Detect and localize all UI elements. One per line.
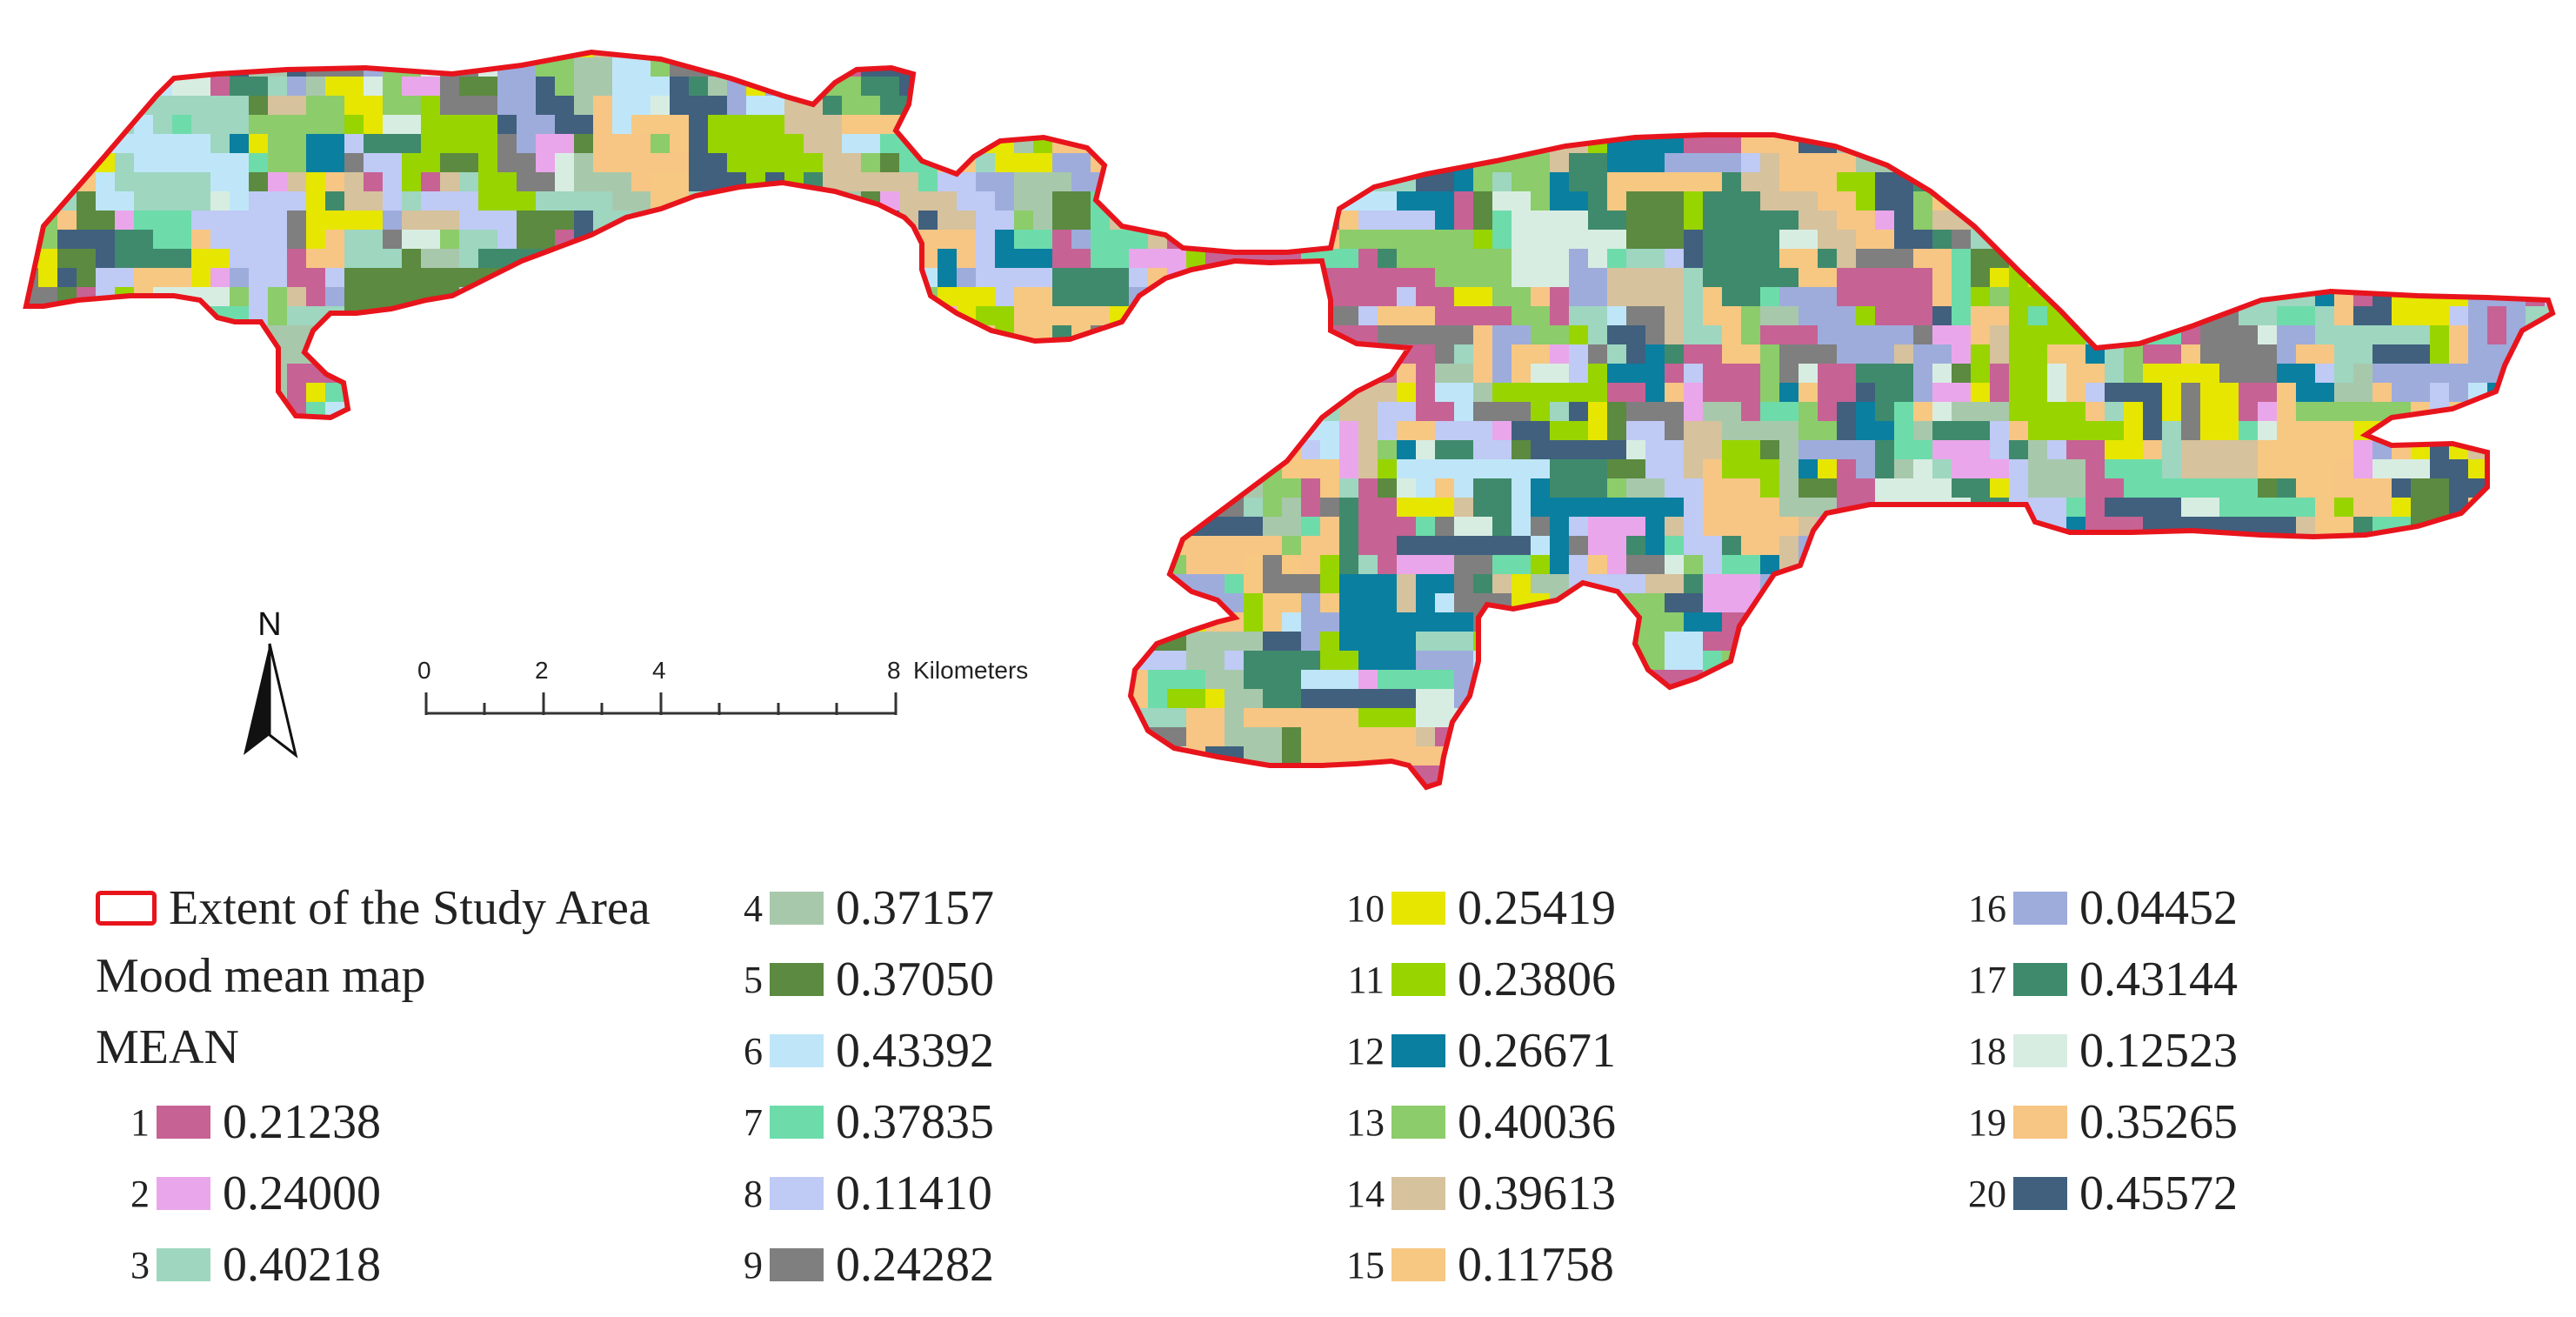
legend-class-id: 17 (1968, 958, 2006, 1001)
legend-class-20: 20 0.45572 (1952, 1166, 2238, 1221)
legend-class-10: 10 0.25419 (1331, 880, 1616, 936)
legend-class-17: 17 0.43144 (1952, 952, 2238, 1007)
legend-class-id: 8 (744, 1172, 763, 1215)
legend-class-id: 20 (1968, 1172, 2006, 1215)
legend-class-13: 13 0.40036 (1331, 1094, 1616, 1150)
legend-extent: Extent of the Study Area (96, 880, 651, 936)
legend-class-id: 15 (1346, 1243, 1385, 1287)
legend-class-value: 0.25419 (1458, 881, 1616, 935)
legend-class-id: 4 (744, 886, 763, 930)
legend-class-12: 12 0.26671 (1331, 1023, 1616, 1079)
legend-class-4: 4 0.37157 (709, 880, 994, 936)
extent-swatch-icon (96, 891, 157, 926)
legend-class-id: 5 (744, 958, 763, 1001)
scale-tick-2: 2 (535, 657, 549, 684)
legend-class-id: 9 (744, 1243, 763, 1287)
legend-swatch (770, 963, 824, 996)
legend-class-value: 0.39613 (1458, 1167, 1616, 1220)
legend-class-value: 0.37835 (836, 1095, 994, 1149)
legend-class-6: 6 0.43392 (709, 1023, 994, 1079)
legend-swatch (770, 1248, 824, 1281)
legend-class-2: 2 0.24000 (96, 1166, 381, 1221)
scale-tick-8: 8 (887, 657, 901, 684)
legend-class-value: 0.21238 (223, 1095, 381, 1149)
legend-class-value: 0.11758 (1458, 1238, 1614, 1292)
legend-swatch (2013, 1177, 2067, 1210)
legend-class-18: 18 0.12523 (1952, 1023, 2238, 1079)
legend-class-id: 13 (1346, 1100, 1385, 1144)
legend-class-value: 0.37050 (836, 953, 994, 1006)
legend-class-value: 0.43144 (2079, 953, 2238, 1006)
legend-class-9: 9 0.24282 (709, 1237, 994, 1293)
legend-class-id: 6 (744, 1029, 763, 1073)
legend-class-15: 15 0.11758 (1331, 1237, 1614, 1293)
north-label: N (257, 606, 281, 643)
legend-class-id: 7 (744, 1100, 763, 1144)
legend-swatch (2013, 1106, 2067, 1139)
legend-class-id: 11 (1347, 958, 1385, 1001)
scale-tick-0: 0 (417, 657, 431, 684)
legend-class-16: 16 0.04452 (1952, 880, 2238, 936)
legend-swatch (157, 1248, 210, 1281)
legend-class-value: 0.24000 (223, 1167, 381, 1220)
legend-class-19: 19 0.35265 (1952, 1094, 2238, 1150)
legend-class-id: 12 (1346, 1029, 1385, 1073)
legend-class-id: 19 (1968, 1100, 2006, 1144)
legend-class-14: 14 0.39613 (1331, 1166, 1616, 1221)
legend-swatch (2013, 963, 2067, 996)
legend-swatch (770, 1177, 824, 1210)
mosaic-pixels (26, 52, 2553, 787)
legend-swatch (1391, 963, 1445, 996)
legend-class-id: 2 (130, 1172, 150, 1215)
legend-class-value: 0.45572 (2079, 1167, 2238, 1220)
scale-tick-4: 4 (652, 657, 666, 684)
legend-swatch (157, 1106, 210, 1139)
legend-swatch (1391, 892, 1445, 925)
legend-class-value: 0.40036 (1458, 1095, 1616, 1149)
legend-class-11: 11 0.23806 (1331, 952, 1616, 1007)
legend-swatch (770, 1106, 824, 1139)
scale-unit: Kilometers (913, 657, 1029, 684)
legend-class-value: 0.23806 (1458, 953, 1616, 1006)
legend-class-5: 5 0.37050 (709, 952, 994, 1007)
legend-class-id: 10 (1346, 886, 1385, 930)
legend-class-8: 8 0.11410 (709, 1166, 992, 1221)
legend-class-id: 3 (130, 1243, 150, 1287)
legend-swatch (1391, 1177, 1445, 1210)
legend-class-value: 0.35265 (2079, 1095, 2238, 1149)
legend-class-value: 0.26671 (1458, 1024, 1616, 1078)
legend-class-id: 1 (130, 1100, 150, 1144)
legend-swatch (1391, 1034, 1445, 1067)
legend-map-title: Mood mean map (96, 949, 426, 1003)
legend-field-label: MEAN (96, 1020, 239, 1074)
legend-class-value: 0.11410 (836, 1167, 992, 1220)
legend-class-7: 7 0.37835 (709, 1094, 994, 1150)
legend-swatch (770, 892, 824, 925)
legend-extent-label: Extent of the Study Area (169, 881, 651, 935)
legend-swatch (2013, 1034, 2067, 1067)
scale-bar (424, 692, 898, 715)
legend-class-3: 3 0.40218 (96, 1237, 381, 1293)
legend-class-id: 16 (1968, 886, 2006, 930)
legend-class-value: 0.43392 (836, 1024, 994, 1078)
legend-swatch (2013, 892, 2067, 925)
legend-class-1: 1 0.21238 (96, 1094, 381, 1150)
north-arrow-icon (244, 643, 298, 759)
legend-class-id: 14 (1346, 1172, 1385, 1215)
legend-class-value: 0.37157 (836, 881, 994, 935)
legend-class-value: 0.40218 (223, 1238, 381, 1292)
legend-class-value: 0.12523 (2079, 1024, 2238, 1078)
legend-swatch (1391, 1248, 1445, 1281)
legend-class-value: 0.24282 (836, 1238, 994, 1292)
legend-class-id: 18 (1968, 1029, 2006, 1073)
legend-swatch (1391, 1106, 1445, 1139)
legend-class-value: 0.04452 (2079, 881, 2238, 935)
legend-swatch (770, 1034, 824, 1067)
legend-swatch (157, 1177, 210, 1210)
